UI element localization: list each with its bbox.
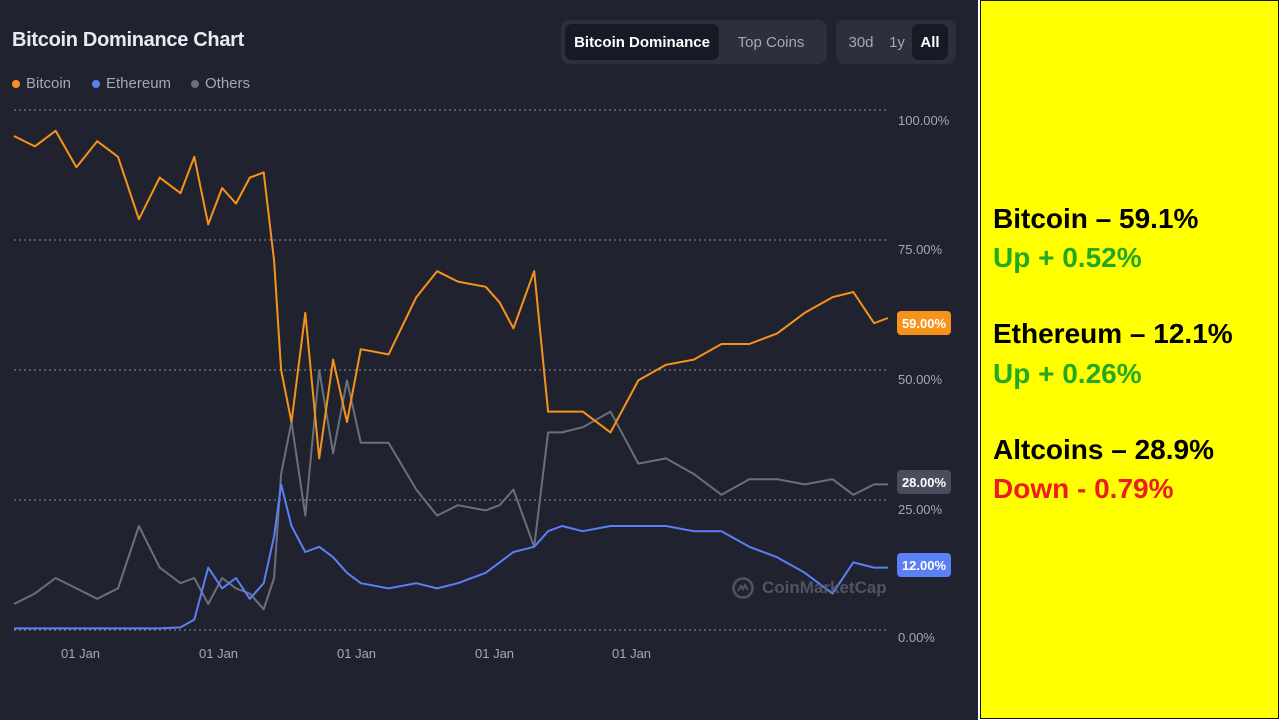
ethereum-value-badge: 12.00% [897,553,951,577]
others-value-badge: 28.00% [897,470,951,494]
bitcoin-value-badge: 59.00% [897,311,951,335]
legend-item-others[interactable]: Others [191,75,250,92]
bitcoin-dominance-text: Bitcoin – 59.1% [993,203,1199,234]
x-tick-label: 01 Jan [475,646,515,661]
coinmarketcap-logo-icon [732,577,754,599]
x-tick-label: 01 Jan [612,646,652,661]
dominance-plot[interactable] [0,0,978,720]
chart-title: Bitcoin Dominance Chart [12,29,245,51]
legend-dot-bitcoin [12,79,20,88]
range-1y-button[interactable]: 1y [889,33,905,51]
legend-label-others: Others [205,75,251,92]
x-tick-label: 01 Jan [199,646,239,661]
legend-dot-others [191,79,199,88]
legend-item-bitcoin[interactable]: Bitcoin [12,75,71,92]
range-30d-button[interactable]: 30d [848,33,874,51]
legend-item-ethereum[interactable]: Ethereum [92,75,171,92]
watermark-text: CoinMarketCap [762,578,887,597]
x-tick-label: 01 Jan [337,646,377,661]
legend-dot-ethereum [92,79,100,88]
legend-label-bitcoin: Bitcoin [26,75,72,92]
y-tick-label: 75.00% [898,242,943,257]
range-toggle: 30d 1y All [836,20,956,64]
dominance-summary-panel: Bitcoin – 59.1% Up + 0.52% Ethereum – 12… [980,0,1279,719]
series-line-ethereum[interactable] [14,483,888,630]
series-line-others[interactable] [13,369,888,611]
tab-bitcoin-dominance[interactable]: Bitcoin Dominance [565,24,719,60]
bitcoin-change-text: Up + 0.52% [993,242,1142,273]
range-all-button[interactable]: All [912,24,948,60]
chart-panel: Bitcoin Dominance Chart Bitcoin Ethereum… [0,0,978,720]
y-tick-label: 100.00% [898,113,950,128]
watermark: CoinMarketCap [732,577,887,599]
altcoins-change-text: Down - 0.79% [993,473,1174,504]
y-tick-label: 0.00% [898,630,935,645]
y-tick-label: 25.00% [898,502,943,517]
legend-label-ethereum: Ethereum [106,75,172,92]
view-toggle: Bitcoin Dominance Top Coins [561,20,827,64]
y-tick-label: 50.00% [898,372,943,387]
altcoins-dominance-text: Altcoins – 28.9% [993,434,1214,465]
ethereum-change-text: Up + 0.26% [993,358,1142,389]
x-tick-label: 01 Jan [61,646,101,661]
series-line-bitcoin[interactable] [13,129,889,460]
tab-top-coins[interactable]: Top Coins [737,33,805,51]
ethereum-dominance-text: Ethereum – 12.1% [993,318,1233,349]
